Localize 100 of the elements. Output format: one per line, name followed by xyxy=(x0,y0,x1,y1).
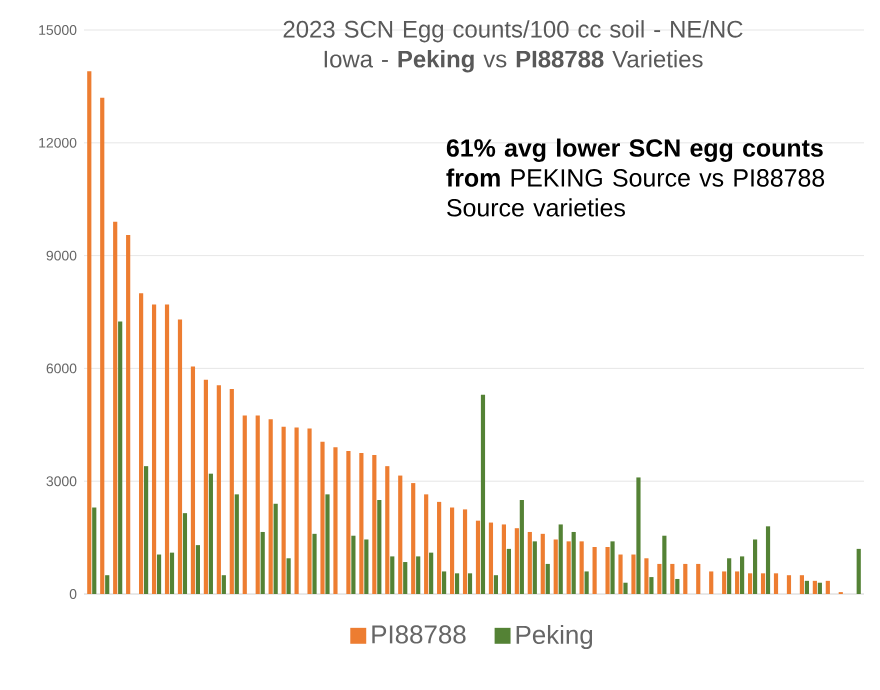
bar xyxy=(631,554,636,594)
chart-title: 2023 SCN Egg counts/100 cc soil - NE/NC Iowa - Peking vs PI88788 Varieties xyxy=(283,20,743,73)
bar xyxy=(454,573,460,594)
bar xyxy=(799,575,805,594)
bar xyxy=(113,221,118,594)
bar xyxy=(105,575,110,594)
bar xyxy=(333,447,338,594)
bar xyxy=(618,554,623,594)
bar xyxy=(657,563,662,594)
bar xyxy=(540,533,545,594)
annotation: 61% avg lower SCN egg counts from PEKING Source vs PI88788 Source varieties xyxy=(446,138,825,217)
bar xyxy=(740,556,745,594)
bar xyxy=(411,483,416,594)
bar xyxy=(467,573,473,594)
bar xyxy=(139,293,144,594)
bar xyxy=(177,319,183,594)
bar xyxy=(571,531,576,594)
bar xyxy=(584,571,589,594)
bar xyxy=(385,466,390,594)
bar xyxy=(709,571,714,594)
bar xyxy=(812,580,817,594)
bar xyxy=(636,477,641,594)
bar xyxy=(649,577,654,594)
bar xyxy=(735,571,740,594)
bar xyxy=(92,507,97,594)
bar xyxy=(475,520,481,594)
bar xyxy=(527,531,532,594)
bar xyxy=(234,494,239,594)
bar xyxy=(545,563,550,594)
bar xyxy=(351,535,356,594)
bar xyxy=(203,379,208,594)
bar xyxy=(553,539,558,594)
bar xyxy=(403,562,408,594)
bar xyxy=(670,563,675,594)
bar xyxy=(398,475,403,594)
bar xyxy=(320,441,325,594)
bar xyxy=(281,426,286,594)
bar xyxy=(480,394,486,594)
bar xyxy=(169,552,175,594)
bar xyxy=(190,366,196,594)
bar xyxy=(605,547,610,594)
bar xyxy=(825,580,830,594)
bar xyxy=(696,563,701,594)
bar xyxy=(566,541,571,594)
legend-label: Peking xyxy=(516,624,593,650)
bar xyxy=(501,524,506,594)
bar xyxy=(100,97,105,594)
bar xyxy=(390,556,395,594)
bar xyxy=(372,454,377,594)
bar xyxy=(449,507,455,594)
bar xyxy=(675,578,680,594)
bar xyxy=(416,556,421,594)
bar xyxy=(312,533,317,594)
bar xyxy=(558,524,563,594)
bar xyxy=(804,580,809,594)
bar xyxy=(462,509,468,594)
bar xyxy=(346,451,351,594)
bar xyxy=(488,522,494,594)
bar xyxy=(255,415,260,594)
bar xyxy=(156,554,162,594)
bar xyxy=(506,548,511,594)
bar xyxy=(294,427,299,594)
bar xyxy=(286,558,291,594)
bar xyxy=(325,494,330,594)
bar xyxy=(760,573,766,594)
bar xyxy=(519,500,524,594)
bar xyxy=(182,513,188,594)
bar xyxy=(514,528,519,594)
bar xyxy=(592,547,597,594)
bar xyxy=(208,473,213,594)
bar xyxy=(268,419,273,594)
bar xyxy=(493,575,499,594)
bar xyxy=(151,304,157,594)
bar xyxy=(727,558,732,594)
bar xyxy=(429,552,434,594)
bar xyxy=(817,582,822,594)
bar xyxy=(359,453,364,594)
bar xyxy=(260,531,265,594)
bar xyxy=(242,415,247,594)
bar xyxy=(126,234,131,594)
bar xyxy=(118,321,123,594)
bar xyxy=(532,541,537,594)
bar xyxy=(424,494,429,594)
bar xyxy=(747,573,753,594)
legend-label: PI88788 xyxy=(372,625,466,644)
bar xyxy=(610,541,615,594)
bar xyxy=(195,545,201,594)
bar xyxy=(722,571,727,594)
bar xyxy=(216,385,221,594)
bar xyxy=(683,563,688,594)
bar xyxy=(856,548,861,594)
bar xyxy=(773,573,779,594)
bar xyxy=(364,539,369,594)
bar xyxy=(221,575,226,594)
bar xyxy=(765,526,771,594)
bar xyxy=(662,535,667,594)
bar xyxy=(273,503,278,594)
bar xyxy=(377,500,382,594)
bar xyxy=(144,466,149,594)
bar xyxy=(786,575,792,594)
